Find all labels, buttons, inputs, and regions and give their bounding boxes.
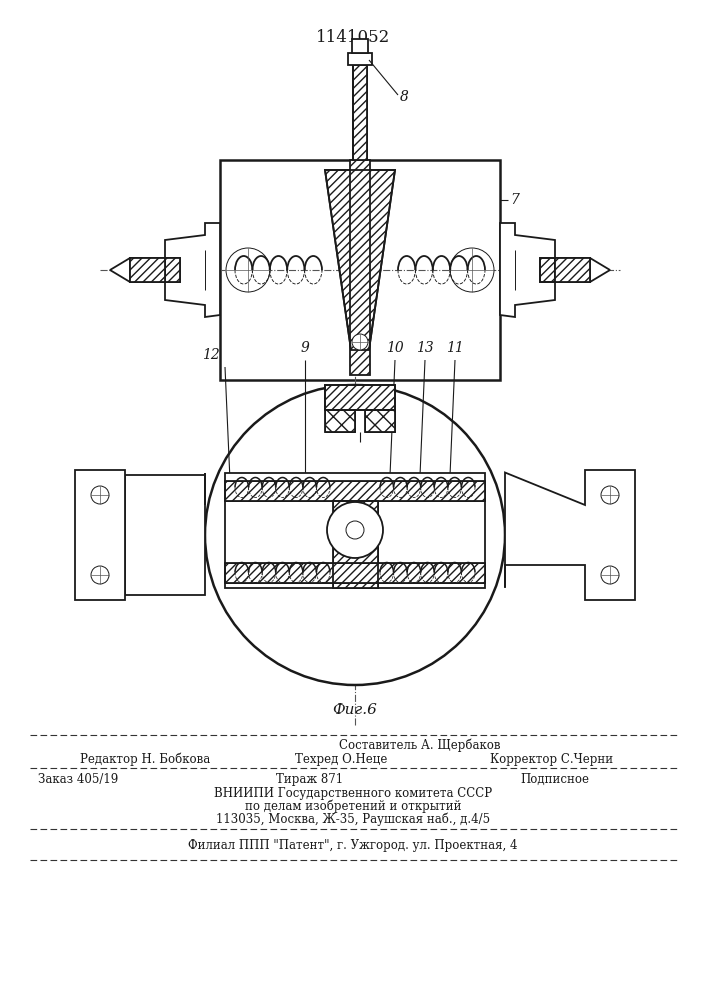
Bar xyxy=(225,473,485,587)
Polygon shape xyxy=(165,223,220,317)
Bar xyxy=(75,470,125,600)
Bar xyxy=(130,258,165,282)
Polygon shape xyxy=(325,385,395,410)
Polygon shape xyxy=(125,473,205,595)
Bar xyxy=(348,53,372,65)
Polygon shape xyxy=(353,65,367,160)
Text: 13: 13 xyxy=(416,341,434,355)
Text: по делам изобретений и открытий: по делам изобретений и открытий xyxy=(245,799,461,813)
Bar xyxy=(353,65,367,160)
Text: Заказ 405/19: Заказ 405/19 xyxy=(38,772,118,786)
Circle shape xyxy=(601,566,619,584)
Polygon shape xyxy=(590,258,610,282)
Bar xyxy=(365,410,395,432)
Text: Корректор С.Черни: Корректор С.Черни xyxy=(490,752,613,766)
Polygon shape xyxy=(165,258,180,282)
Text: Редактор Н. Бобкова: Редактор Н. Бобкова xyxy=(80,752,210,766)
Polygon shape xyxy=(130,258,165,282)
Circle shape xyxy=(601,486,619,504)
Polygon shape xyxy=(325,410,355,432)
Text: 7: 7 xyxy=(510,193,519,207)
Text: Филиал ППП "Патент", г. Ужгород. ул. Проектная, 4: Филиал ППП "Патент", г. Ужгород. ул. Про… xyxy=(188,838,518,852)
Circle shape xyxy=(352,334,368,350)
Circle shape xyxy=(346,521,364,539)
Text: Подписное: Подписное xyxy=(520,772,589,786)
Text: 10: 10 xyxy=(386,341,404,355)
Text: 113035, Москва, Ж-35, Раушская наб., д.4/5: 113035, Москва, Ж-35, Раушская наб., д.4… xyxy=(216,812,490,826)
Text: 9: 9 xyxy=(300,341,310,355)
Bar xyxy=(540,258,555,282)
Bar xyxy=(325,410,355,432)
Text: Фиг.6: Фиг.6 xyxy=(332,703,378,717)
Text: ВНИИПИ Государственного комитета СССР: ВНИИПИ Государственного комитета СССР xyxy=(214,786,492,800)
Polygon shape xyxy=(225,562,485,582)
Text: 11: 11 xyxy=(446,341,464,355)
Bar xyxy=(225,562,485,582)
Text: Тираж 871: Тираж 871 xyxy=(276,772,344,786)
Text: Техред О.Неце: Техред О.Неце xyxy=(295,752,387,766)
Circle shape xyxy=(91,566,109,584)
Circle shape xyxy=(450,248,494,292)
Polygon shape xyxy=(500,223,555,317)
Text: 14: 14 xyxy=(365,443,382,457)
Polygon shape xyxy=(555,258,590,282)
Bar xyxy=(225,481,485,500)
Polygon shape xyxy=(332,500,378,587)
Text: 8: 8 xyxy=(400,90,409,104)
Polygon shape xyxy=(505,470,635,600)
Circle shape xyxy=(226,248,270,292)
Circle shape xyxy=(327,502,383,558)
Polygon shape xyxy=(110,258,130,282)
Polygon shape xyxy=(365,410,395,432)
Polygon shape xyxy=(540,258,555,282)
Text: 1141052: 1141052 xyxy=(316,28,390,45)
Text: Составитель А. Щербаков: Составитель А. Щербаков xyxy=(339,738,501,752)
Bar xyxy=(220,160,500,380)
Bar xyxy=(165,258,180,282)
Bar xyxy=(353,65,367,160)
Text: 12: 12 xyxy=(202,348,220,362)
Bar xyxy=(352,39,368,53)
Circle shape xyxy=(205,385,505,685)
Polygon shape xyxy=(350,160,370,375)
Polygon shape xyxy=(225,481,485,500)
Bar xyxy=(555,258,590,282)
Bar xyxy=(325,385,395,410)
Polygon shape xyxy=(325,170,395,350)
Bar xyxy=(332,500,378,587)
Circle shape xyxy=(91,486,109,504)
